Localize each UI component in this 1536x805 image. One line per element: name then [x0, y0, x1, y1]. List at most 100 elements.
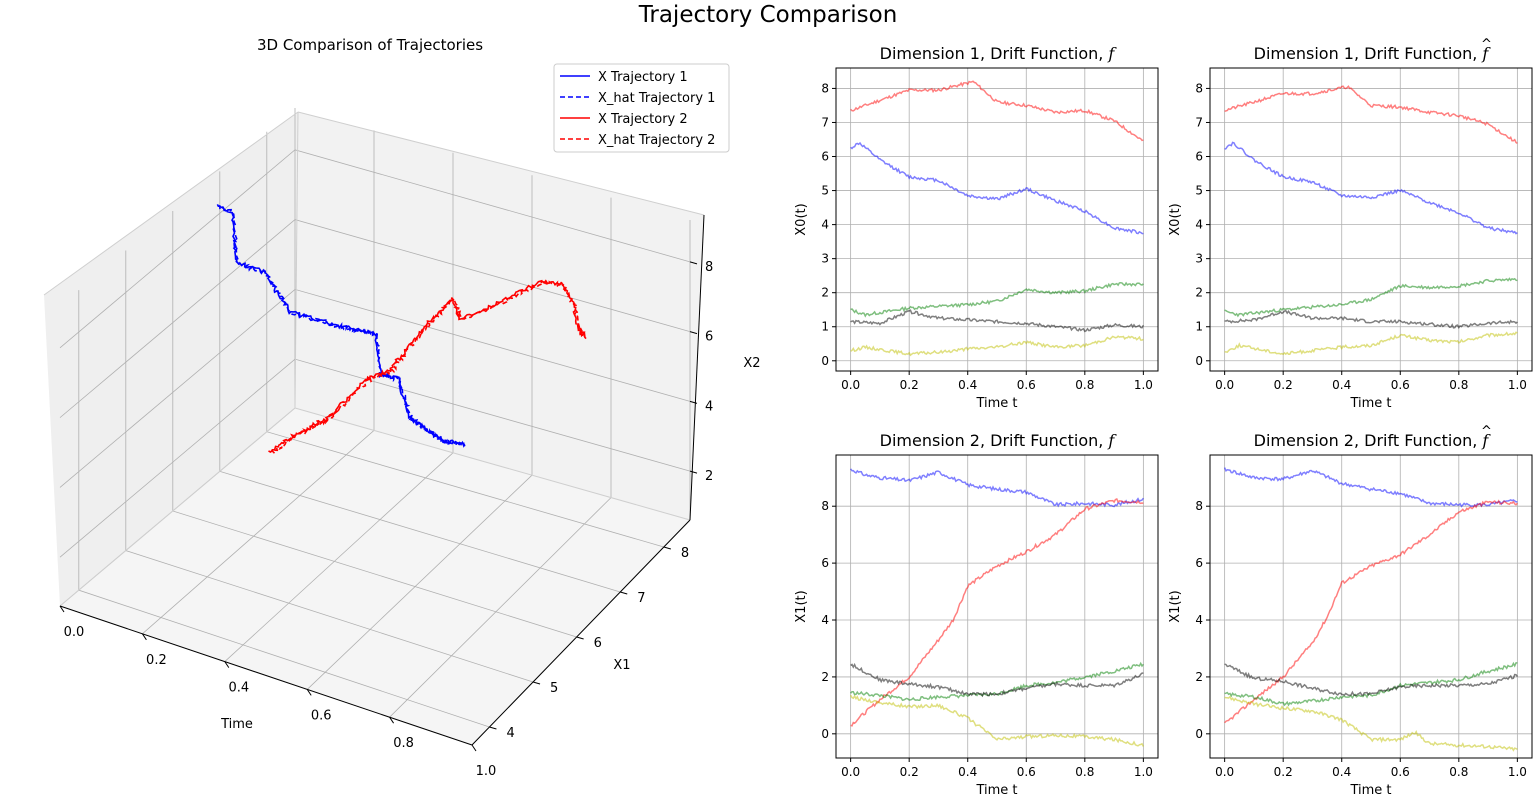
y-tick-label: 6 — [821, 556, 829, 570]
drift-function-symbol: f — [1107, 44, 1117, 63]
panel-2d-3: 0.0 0.2 0.4 0.6 0.8 1.0 0 2 4 6 8 Time t X1(t) Dimens… — [794, 431, 1159, 798]
axis-label-x2: X2 — [743, 356, 760, 371]
trajectories-3d — [216, 204, 587, 455]
y-tick-label: 5 — [1195, 184, 1203, 198]
x-tick-label: 1.0 — [1508, 765, 1527, 779]
axis-label-time: Time — [220, 717, 253, 732]
time-tick-mark — [306, 689, 312, 696]
x-tick-label: 0.2 — [900, 378, 919, 392]
x1-tick-mark — [576, 636, 584, 640]
series-line-black — [1224, 309, 1518, 329]
legend-label-x-traj-1: X Trajectory 1 — [598, 70, 688, 85]
x1-tick-label: 5 — [550, 681, 558, 696]
time-tick-mark — [389, 716, 395, 724]
grid-line-x2 — [59, 219, 691, 418]
x-tick-label: 0.2 — [1274, 378, 1293, 392]
drift-function-symbol: f — [1481, 431, 1491, 450]
x2-tick-mark — [689, 400, 698, 404]
axes-frame — [835, 67, 1159, 372]
x2-tick-label: 4 — [705, 399, 713, 414]
panel-title: Dimension 2, Drift Function, f — [880, 431, 1118, 450]
x-tick-label: 0.6 — [1391, 378, 1410, 392]
y-tick-label: 6 — [1195, 556, 1203, 570]
series-line-red — [850, 80, 1144, 142]
legend-frame — [553, 63, 730, 153]
series-line-black — [850, 662, 1144, 698]
y-tick-label: 2 — [821, 286, 829, 300]
x-tick-label: 0.8 — [1449, 765, 1468, 779]
series-line-red — [1224, 85, 1518, 145]
x-tick-label: 0.4 — [1332, 378, 1351, 392]
x-tick-label: 0.0 — [1215, 765, 1234, 779]
trajectory-red — [268, 279, 586, 453]
axes-frame — [1209, 67, 1533, 372]
x-tick-label: 0.4 — [958, 378, 977, 392]
y-tick-label: 8 — [821, 499, 829, 513]
x2-tick-label: 6 — [705, 330, 713, 345]
x-tick-label: 1.0 — [1134, 765, 1153, 779]
x-tick-label: 0.0 — [1215, 378, 1234, 392]
y-tick-label: 1 — [821, 320, 829, 334]
time-tick-mark — [141, 633, 147, 641]
x-axis-label: Time t — [1349, 396, 1391, 411]
series-line-blue — [1223, 467, 1518, 508]
drift-function-symbol: f — [1107, 431, 1117, 450]
trajectory-blue-hat — [218, 205, 469, 448]
series-line-blue — [850, 141, 1144, 235]
series-line-green — [1224, 277, 1518, 318]
y-tick-label: 7 — [821, 115, 829, 129]
time-tick-label: 0.4 — [228, 681, 249, 696]
y-tick-label: 3 — [821, 252, 829, 266]
time-tick-label: 0.2 — [146, 653, 167, 668]
y-tick-label: 8 — [1195, 81, 1203, 95]
time-tick-label: 0.0 — [64, 625, 85, 640]
x2-tick-mark — [689, 331, 698, 335]
x-tick-label: 0.0 — [841, 765, 860, 779]
y-tick-label: 4 — [1195, 613, 1203, 627]
y-tick-label: 0 — [1195, 727, 1203, 741]
ticks-3d: 0.0 0.2 0.4 0.6 0.8 1.0 4 5 6 7 8 2 4 6 8 — [59, 260, 713, 779]
x-axis-label: Time t — [975, 783, 1017, 798]
y-tick-label: 3 — [1195, 252, 1203, 266]
axes-frame — [1209, 454, 1533, 759]
series-line-yellow — [1224, 331, 1518, 356]
x2-tick-mark — [689, 261, 698, 265]
legend-label-x-traj-2: X Trajectory 2 — [598, 112, 688, 127]
y-tick-label: 6 — [1195, 150, 1203, 164]
panel-2d-1: 0.0 0.2 0.4 0.6 0.8 1.0 0 1 2 3 4 5 6 7 8 Time t X0(t) Di… — [794, 44, 1159, 411]
pane-edges — [43, 111, 705, 607]
y-tick-label: 0 — [821, 354, 829, 368]
y-tick-label: 8 — [821, 81, 829, 95]
time-tick-mark — [224, 661, 230, 668]
y-tick-label: 7 — [1195, 115, 1203, 129]
x-tick-label: 0.2 — [1274, 765, 1293, 779]
x1-tick-mark — [620, 591, 628, 595]
x-tick-label: 1.0 — [1134, 378, 1153, 392]
series-line-red — [850, 498, 1144, 727]
x-tick-label: 0.8 — [1075, 765, 1094, 779]
back-wall-pane — [295, 112, 704, 520]
series-line-yellow — [1224, 695, 1518, 752]
x-tick-label: 1.0 — [1508, 378, 1527, 392]
panel-title: Dimension 1, Drift Function, f — [1254, 44, 1492, 63]
x-axis-label: Time t — [975, 396, 1017, 411]
x1-tick-mark — [663, 546, 671, 550]
y-tick-label: 1 — [1195, 320, 1203, 334]
series-line-black — [1224, 663, 1519, 697]
panel-2d-2: 0.0 0.2 0.4 0.6 0.8 1.0 0 1 2 3 4 5 6 7 8 Time t X0(t) Di… — [1168, 37, 1533, 411]
x-tick-label: 0.6 — [1017, 378, 1036, 392]
x1-tick-label: 7 — [637, 591, 645, 606]
trajectory-red-hat — [270, 280, 587, 455]
x2-tick-mark — [689, 470, 698, 474]
panel-3d-title: 3D Comparison of Trajectories — [257, 36, 483, 54]
panels-2d: 0.0 0.2 0.4 0.6 0.8 1.0 0 1 2 3 4 5 6 7 8 Time t X0(t) Di… — [794, 37, 1533, 798]
x-tick-label: 0.2 — [900, 765, 919, 779]
grid-line-x2 — [59, 288, 691, 488]
series-line-blue — [1224, 141, 1518, 235]
hat-accent: ^ — [1481, 424, 1492, 439]
x-axis-label: Time t — [1349, 783, 1391, 798]
left-wall-pane — [44, 112, 298, 606]
time-tick-mark — [471, 744, 477, 752]
series-line-blue — [849, 468, 1145, 508]
